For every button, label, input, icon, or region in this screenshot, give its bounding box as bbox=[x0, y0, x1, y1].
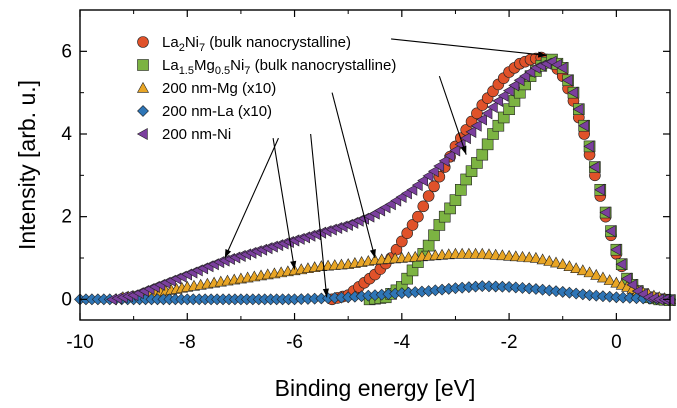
data-point bbox=[570, 262, 583, 274]
data-point bbox=[481, 138, 494, 151]
data-point bbox=[476, 148, 489, 161]
data-point bbox=[599, 206, 611, 219]
legend-item: La1.5Mg0.5Ni7 (bulk nanocrystalline) bbox=[137, 57, 396, 77]
data-point bbox=[543, 254, 556, 266]
legend-marker bbox=[137, 36, 149, 48]
data-point bbox=[615, 258, 627, 271]
data-point bbox=[536, 253, 549, 265]
data-point bbox=[406, 183, 418, 196]
data-point bbox=[406, 219, 419, 231]
data-point bbox=[422, 169, 434, 182]
data-point bbox=[428, 180, 440, 193]
annotation-arrow bbox=[310, 133, 329, 298]
data-point bbox=[476, 113, 487, 126]
data-point bbox=[529, 251, 542, 263]
data-point bbox=[578, 119, 589, 132]
axis-ticks: -10 -8 -6 -4 -2 0 0 2 4 6 bbox=[61, 10, 671, 353]
data-point bbox=[583, 140, 595, 153]
x-axis-title: Binding energy [eV] bbox=[275, 375, 476, 401]
legend-marker bbox=[136, 127, 148, 141]
data-point bbox=[438, 154, 450, 167]
data-point bbox=[590, 268, 603, 280]
x-tick-label: -2 bbox=[501, 332, 518, 353]
data-point bbox=[460, 132, 471, 145]
data-point bbox=[556, 61, 568, 74]
legend-item: La2Ni7 (bulk nanocrystalline) bbox=[137, 34, 351, 54]
legend-marker bbox=[136, 81, 150, 93]
data-point bbox=[594, 183, 605, 196]
data-point bbox=[492, 94, 504, 107]
data-point bbox=[481, 107, 493, 120]
data-point bbox=[603, 274, 616, 285]
data-point bbox=[417, 200, 430, 213]
data-point bbox=[443, 149, 455, 162]
data-point bbox=[486, 101, 498, 114]
annotation-arrow bbox=[224, 137, 279, 259]
data-point bbox=[563, 260, 576, 271]
legend: La2Ni7 (bulk nanocrystalline) La1.5Mg0.5N… bbox=[136, 34, 396, 143]
data-point bbox=[588, 161, 600, 174]
legend-marker bbox=[137, 59, 149, 71]
data-point bbox=[412, 210, 424, 223]
data-point bbox=[576, 264, 589, 276]
legend-marker bbox=[137, 105, 149, 117]
data-point bbox=[610, 243, 622, 256]
data-point bbox=[465, 125, 477, 138]
data-point bbox=[561, 74, 573, 87]
x-tick-label: -10 bbox=[66, 332, 93, 353]
annotation-arrow bbox=[438, 75, 467, 155]
annotation-arrow bbox=[331, 92, 376, 259]
legend-label: La2Ni7 (bulk nanocrystalline) bbox=[162, 34, 351, 54]
data-point bbox=[567, 86, 579, 99]
data-point bbox=[449, 144, 461, 157]
data-point bbox=[583, 266, 596, 278]
data-point bbox=[556, 258, 569, 269]
y-tick-label: 0 bbox=[61, 289, 72, 310]
data-point bbox=[550, 256, 563, 268]
data-point bbox=[626, 278, 638, 291]
legend-label: La1.5Mg0.5Ni7 (bulk nanocrystalline) bbox=[162, 57, 396, 77]
x-tick-label: 0 bbox=[611, 332, 622, 353]
data-point bbox=[401, 227, 413, 239]
legend-label: 200 nm-La (x10) bbox=[162, 103, 272, 120]
data-point bbox=[422, 239, 435, 252]
data-point bbox=[502, 84, 514, 97]
series-5 bbox=[106, 55, 675, 307]
annotation-arrow bbox=[272, 138, 297, 270]
legend-item: 200 nm-Mg (x10) bbox=[136, 80, 276, 97]
y-tick-label: 2 bbox=[61, 207, 72, 228]
y-tick-label: 4 bbox=[61, 124, 72, 145]
data-point bbox=[470, 119, 482, 132]
y-axis-title: Intensity [arb. u.] bbox=[14, 80, 40, 250]
x-tick-label: -4 bbox=[393, 332, 410, 353]
data-point bbox=[417, 174, 428, 187]
data-point bbox=[428, 229, 440, 242]
plot-frame bbox=[79, 9, 671, 321]
data-point bbox=[411, 179, 423, 192]
data-point bbox=[449, 194, 462, 206]
y-tick-label: 6 bbox=[61, 41, 72, 62]
series-2 bbox=[363, 53, 676, 306]
annotation-arrow bbox=[391, 38, 547, 58]
data-point bbox=[455, 184, 467, 196]
legend-item: 200 nm-La (x10) bbox=[137, 103, 272, 120]
legend-item: 200 nm-Ni bbox=[136, 126, 231, 143]
data-point bbox=[508, 79, 520, 92]
x-tick-label: -8 bbox=[179, 332, 196, 353]
data-point bbox=[604, 225, 616, 238]
data-point bbox=[422, 190, 435, 202]
data-point bbox=[497, 89, 509, 102]
legend-label: 200 nm-Mg (x10) bbox=[162, 80, 276, 97]
annotation-arrows bbox=[224, 38, 547, 298]
data-point bbox=[596, 271, 609, 283]
data-point bbox=[433, 160, 445, 173]
data-point bbox=[427, 165, 439, 178]
x-tick-label: -6 bbox=[286, 332, 303, 353]
data-point bbox=[620, 272, 632, 285]
data-point bbox=[572, 103, 584, 116]
data-point bbox=[396, 235, 408, 248]
legend-label: 200 nm-Ni bbox=[162, 126, 231, 143]
